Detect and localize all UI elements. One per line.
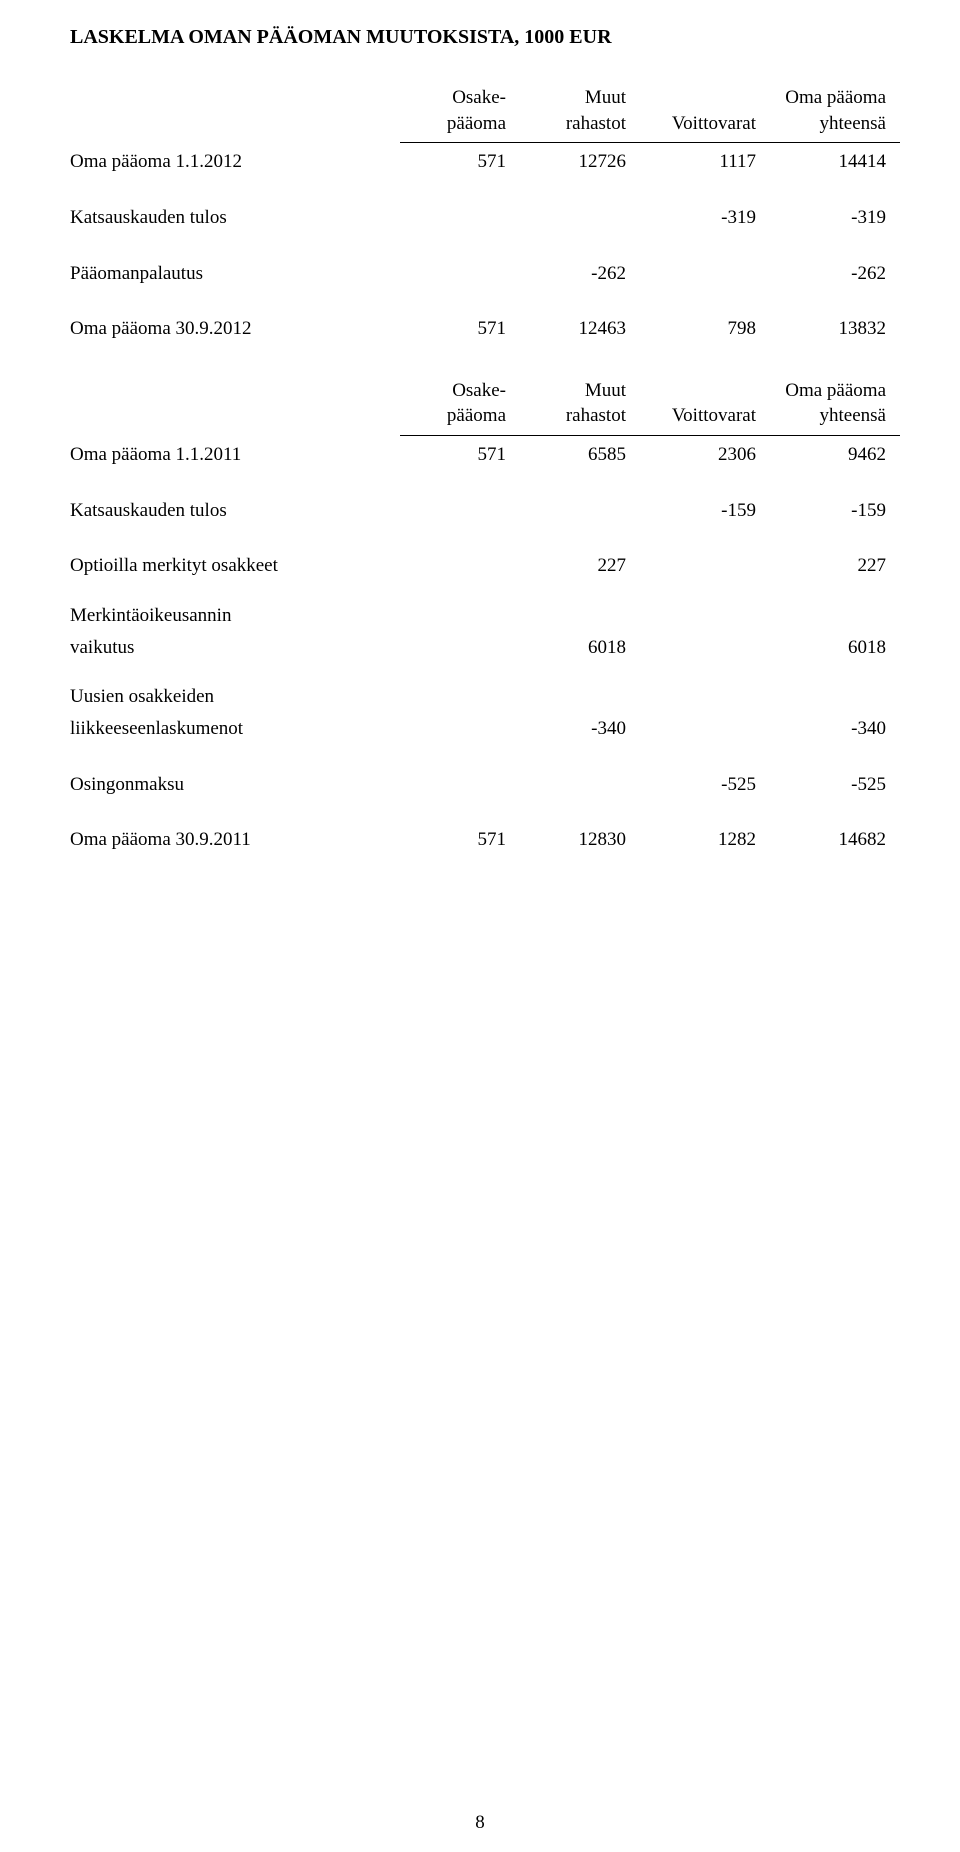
- cell: 14414: [770, 143, 900, 181]
- col-header-text: Oma pääoma: [785, 380, 886, 401]
- cell: -525: [640, 766, 770, 804]
- cell: 798: [640, 310, 770, 348]
- row-label: Oma pääoma 30.9.2011: [70, 821, 400, 859]
- col-header-text: yhteensä: [820, 113, 886, 134]
- cell: [400, 547, 520, 585]
- cell: -262: [520, 255, 640, 293]
- table-row: Katsauskauden tulos -319 -319: [70, 199, 900, 237]
- cell: 12830: [520, 821, 640, 859]
- table-row: Optioilla merkityt osakkeet 227 227: [70, 547, 900, 585]
- row-label: Merkintäoikeusannin: [70, 603, 400, 629]
- cell: 2306: [640, 436, 770, 474]
- cell: 12463: [520, 310, 640, 348]
- table-row: Oma pääoma 1.1.2012 571 12726 1117 14414: [70, 143, 900, 181]
- cell: [640, 710, 770, 748]
- cell: 571: [400, 821, 520, 859]
- cell: -159: [770, 492, 900, 530]
- cell: 571: [400, 143, 520, 181]
- cell: -159: [640, 492, 770, 530]
- cell: [400, 199, 520, 237]
- col-header-text: Voittovarat: [672, 405, 756, 426]
- table-row: Osingonmaksu -525 -525: [70, 766, 900, 804]
- cell: 6018: [770, 629, 900, 667]
- cell: [400, 766, 520, 804]
- table-row: Oma pääoma 30.9.2011 571 12830 1282 1468…: [70, 821, 900, 859]
- col-header-text: Oma pääoma: [785, 87, 886, 108]
- cell: 6018: [520, 629, 640, 667]
- col-header-oma-paaoma-yhteensa: Oma pääoma yhteensä: [770, 85, 900, 143]
- col-header-text: Osake-: [452, 380, 506, 401]
- cell: [520, 492, 640, 530]
- cell: -340: [520, 710, 640, 748]
- col-header-muut-rahastot: Muut rahastot: [520, 378, 640, 436]
- col-header-text: Muut: [585, 380, 626, 401]
- cell: [400, 255, 520, 293]
- cell: [640, 547, 770, 585]
- col-header-text: rahastot: [566, 113, 626, 134]
- row-label: Optioilla merkityt osakkeet: [70, 547, 400, 585]
- cell: [640, 629, 770, 667]
- cell: [520, 766, 640, 804]
- cell: 227: [520, 547, 640, 585]
- col-header-osakepaaoma: Osake- pääoma: [400, 85, 520, 143]
- row-label: Katsauskauden tulos: [70, 199, 400, 237]
- column-header-row-2: Osake- pääoma Muut rahastot Voittovarat …: [70, 378, 900, 436]
- col-header-text: rahastot: [566, 405, 626, 426]
- row-label: Pääomanpalautus: [70, 255, 400, 293]
- cell: [400, 629, 520, 667]
- table-row: Merkintäoikeusannin: [70, 603, 900, 629]
- row-label: Oma pääoma 30.9.2012: [70, 310, 400, 348]
- col-header-muut-rahastot: Muut rahastot: [520, 85, 640, 143]
- table-row: Pääomanpalautus -262 -262: [70, 255, 900, 293]
- col-header-osakepaaoma: Osake- pääoma: [400, 378, 520, 436]
- cell: 12726: [520, 143, 640, 181]
- cell: -525: [770, 766, 900, 804]
- row-label: vaikutus: [70, 629, 400, 667]
- row-label: Katsauskauden tulos: [70, 492, 400, 530]
- col-header-text: Voittovarat: [672, 113, 756, 134]
- col-header-oma-paaoma-yhteensa: Oma pääoma yhteensä: [770, 378, 900, 436]
- row-label: Oma pääoma 1.1.2012: [70, 143, 400, 181]
- cell: 14682: [770, 821, 900, 859]
- col-header-text: pääoma: [447, 405, 506, 426]
- cell: -319: [770, 199, 900, 237]
- cell: [400, 710, 520, 748]
- cell: [400, 492, 520, 530]
- cell: 1282: [640, 821, 770, 859]
- equity-table: Osake- pääoma Muut rahastot Voittovarat …: [70, 85, 900, 859]
- col-header-text: Muut: [585, 87, 626, 108]
- cell: -340: [770, 710, 900, 748]
- cell: -262: [770, 255, 900, 293]
- column-header-row-1: Osake- pääoma Muut rahastot Voittovarat …: [70, 85, 900, 143]
- row-label: liikkeeseenlaskumenot: [70, 710, 400, 748]
- table-row: Oma pääoma 30.9.2012 571 12463 798 13832: [70, 310, 900, 348]
- table-row: Oma pääoma 1.1.2011 571 6585 2306 9462: [70, 436, 900, 474]
- table-row: Katsauskauden tulos -159 -159: [70, 492, 900, 530]
- table-row: Uusien osakkeiden: [70, 684, 900, 710]
- col-header-voittovarat: Voittovarat: [640, 378, 770, 436]
- cell: 571: [400, 310, 520, 348]
- cell: 227: [770, 547, 900, 585]
- page-title: LASKELMA OMAN PÄÄOMAN MUUTOKSISTA, 1000 …: [70, 24, 890, 51]
- col-header-voittovarat: Voittovarat: [640, 85, 770, 143]
- col-header-text: Osake-: [452, 87, 506, 108]
- cell: 6585: [520, 436, 640, 474]
- cell: 13832: [770, 310, 900, 348]
- col-header-text: yhteensä: [820, 405, 886, 426]
- col-header-text: pääoma: [447, 113, 506, 134]
- table-row: vaikutus 6018 6018: [70, 629, 900, 667]
- table-row: liikkeeseenlaskumenot -340 -340: [70, 710, 900, 748]
- cell: 571: [400, 436, 520, 474]
- cell: -319: [640, 199, 770, 237]
- cell: 1117: [640, 143, 770, 181]
- row-label: Oma pääoma 1.1.2011: [70, 436, 400, 474]
- row-label: Osingonmaksu: [70, 766, 400, 804]
- cell: [520, 199, 640, 237]
- row-label: Uusien osakkeiden: [70, 684, 400, 710]
- cell: [640, 255, 770, 293]
- page-number: 8: [0, 1810, 960, 1836]
- cell: 9462: [770, 436, 900, 474]
